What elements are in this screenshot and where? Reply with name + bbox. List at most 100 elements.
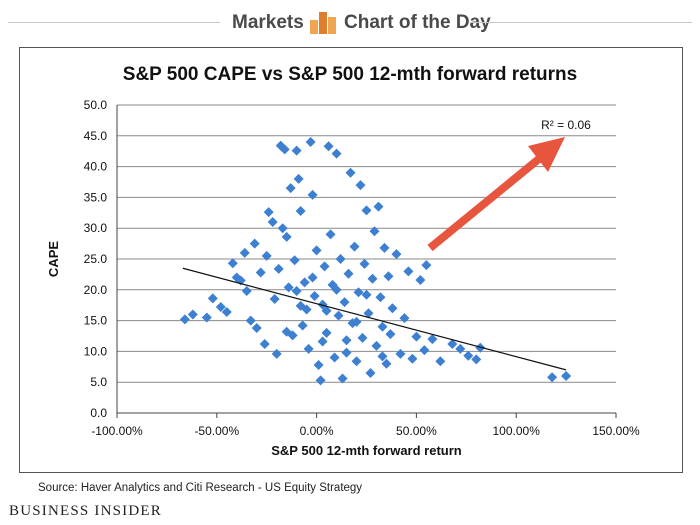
data-point <box>377 351 388 362</box>
chart-bars-icon <box>310 12 336 34</box>
data-point <box>343 268 354 279</box>
y-tick-label: 45.0 <box>84 129 108 143</box>
data-point <box>215 302 226 313</box>
data-point <box>271 348 282 359</box>
data-point <box>303 343 314 354</box>
data-point <box>323 141 334 152</box>
data-point <box>201 312 212 323</box>
y-tick-label: 0.0 <box>90 406 107 420</box>
data-point <box>455 343 466 354</box>
data-point <box>281 231 292 242</box>
y-tick-label: 40.0 <box>84 160 108 174</box>
data-point <box>363 308 374 319</box>
y-tick-label: 25.0 <box>84 252 108 266</box>
data-point <box>379 242 390 253</box>
arrow-shaft <box>427 154 543 252</box>
data-point <box>367 273 378 284</box>
data-point <box>415 274 426 285</box>
data-point <box>427 334 438 345</box>
data-point <box>399 313 410 324</box>
data-point <box>345 167 356 178</box>
y-tick-label: 30.0 <box>84 221 108 235</box>
data-point <box>305 136 316 147</box>
y-axis-title: CAPE <box>46 241 61 277</box>
data-point <box>261 250 272 261</box>
data-point <box>351 316 362 327</box>
source-note: Source: Haver Analytics and Citi Researc… <box>38 482 363 494</box>
data-point <box>269 294 280 305</box>
data-point <box>391 249 402 260</box>
r-squared-label: R² = 0.06 <box>541 118 591 132</box>
data-point <box>283 282 294 293</box>
x-tick-label: -50.00% <box>194 424 239 438</box>
data-point <box>187 309 198 320</box>
arrow-head <box>528 137 565 172</box>
data-point <box>273 263 284 274</box>
data-point <box>317 336 328 347</box>
data-point <box>299 277 310 288</box>
y-tick-label: 50.0 <box>84 98 108 112</box>
data-point <box>351 356 362 367</box>
data-point <box>289 255 300 266</box>
data-point <box>341 335 352 346</box>
data-point <box>407 353 418 364</box>
trendline <box>182 267 567 371</box>
data-point <box>297 320 308 331</box>
y-tick-label: 5.0 <box>90 375 107 389</box>
data-point <box>471 354 482 365</box>
data-point <box>395 348 406 359</box>
x-tick-label: -100.00% <box>91 424 143 438</box>
data-point <box>335 254 346 264</box>
data-point <box>255 267 266 278</box>
data-point <box>435 356 446 367</box>
header-rule-right <box>470 22 692 23</box>
data-point <box>463 350 474 361</box>
data-point <box>561 371 572 382</box>
business-insider-logo: BUSINESS INSIDER <box>9 503 162 519</box>
data-point <box>179 314 190 325</box>
data-point <box>207 293 218 304</box>
data-point <box>317 299 328 310</box>
section-label: Markets <box>232 12 304 33</box>
data-point <box>311 245 322 256</box>
data-point <box>307 189 318 200</box>
data-point <box>295 205 306 216</box>
data-point <box>411 331 422 342</box>
data-point <box>325 229 336 240</box>
data-point <box>365 367 376 378</box>
y-tick-label: 20.0 <box>84 283 108 297</box>
column-label: Chart of the Day <box>344 12 491 33</box>
data-point <box>387 303 398 314</box>
x-tick-label: 0.00% <box>300 424 334 438</box>
data-point <box>245 315 256 326</box>
data-point <box>307 272 318 283</box>
data-point <box>355 180 366 191</box>
data-point <box>227 258 238 269</box>
data-point <box>349 241 360 252</box>
data-point <box>337 373 348 384</box>
data-point <box>251 322 262 333</box>
data-point <box>369 226 380 237</box>
data-point <box>279 144 290 155</box>
data-point <box>221 306 232 317</box>
data-point <box>333 310 344 321</box>
data-point <box>385 329 396 340</box>
data-point <box>263 207 274 218</box>
data-point <box>281 326 292 337</box>
chart-of-the-day-header: Markets Chart of the Day <box>0 0 700 46</box>
data-point <box>339 297 350 308</box>
data-point <box>383 271 394 282</box>
data-point <box>321 327 332 338</box>
data-point <box>239 247 250 258</box>
data-point <box>313 359 324 370</box>
data-point <box>547 372 558 383</box>
y-tick-label: 10.0 <box>84 344 108 358</box>
data-point <box>249 238 260 249</box>
data-point <box>267 217 278 228</box>
data-point <box>341 347 352 358</box>
data-point <box>329 352 340 363</box>
data-point <box>357 332 368 343</box>
data-point <box>353 287 364 298</box>
data-point <box>421 260 432 271</box>
